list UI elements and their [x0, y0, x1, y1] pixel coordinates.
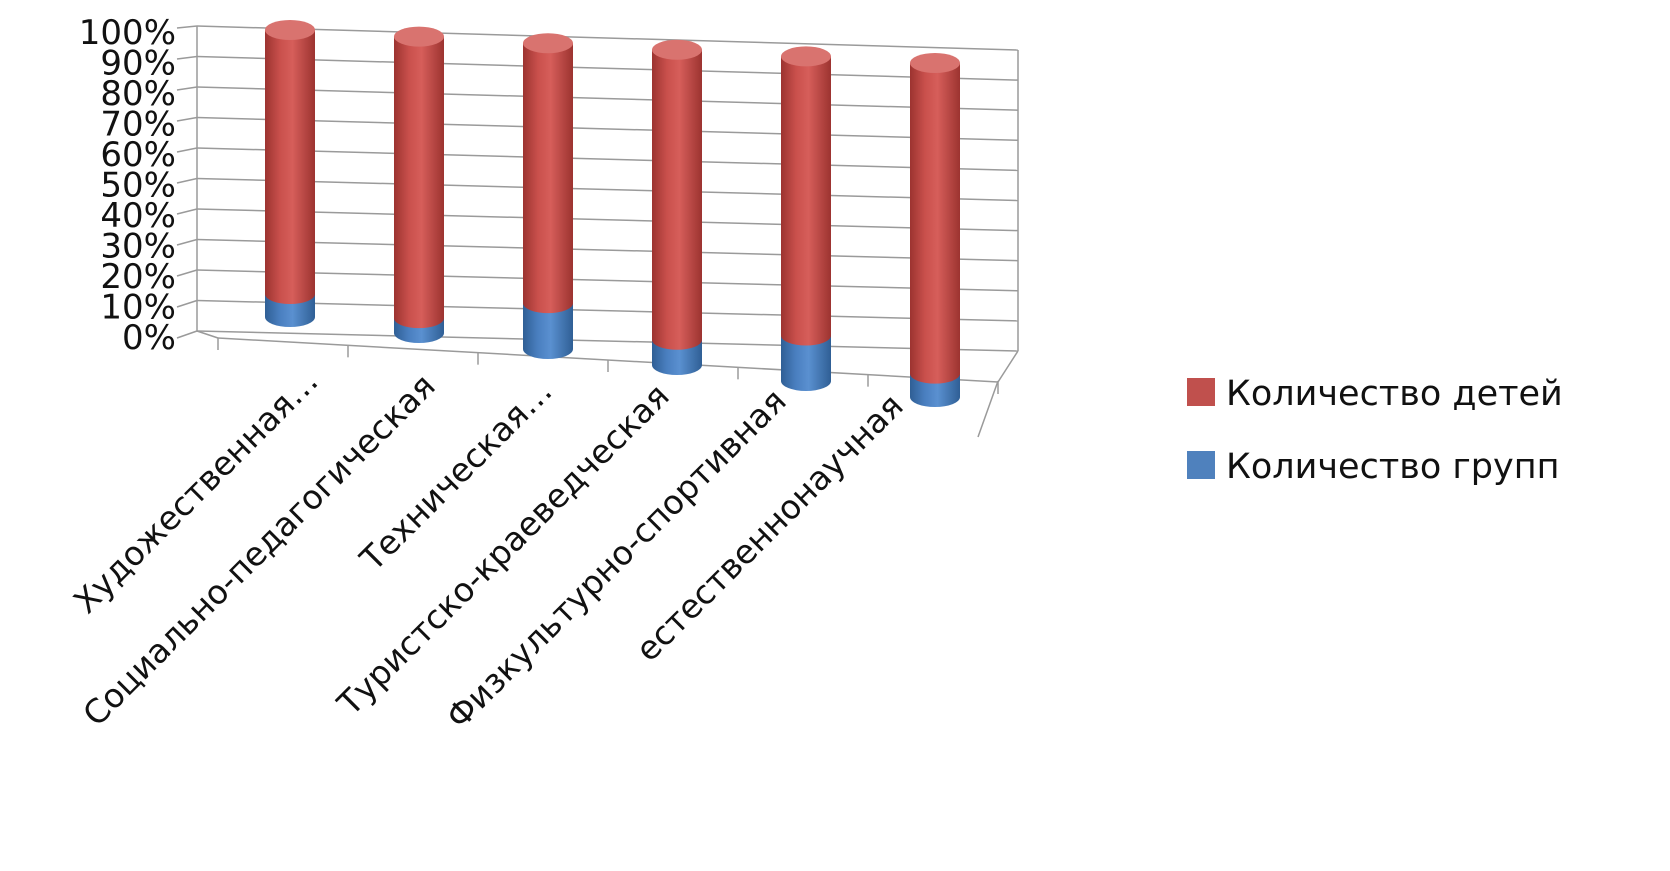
y-tick-label: 20%	[100, 257, 176, 297]
grid-layer	[176, 25, 1019, 438]
side-gridline	[176, 238, 198, 246]
side-gridline	[176, 25, 198, 29]
bar-cap	[781, 46, 831, 67]
gridline	[196, 299, 1019, 322]
gridline	[196, 116, 1019, 142]
side-gridline	[176, 55, 198, 60]
bar-group	[910, 53, 960, 407]
gridline	[196, 238, 1019, 262]
bar-segment	[394, 36, 444, 329]
side-gridline	[176, 299, 198, 308]
side-gridline	[176, 147, 198, 153]
floor-depth-edge	[977, 380, 999, 438]
bar-segment	[910, 63, 960, 384]
y-tick-label: 10%	[100, 288, 176, 328]
side-gridline	[176, 208, 198, 215]
bar-group	[394, 26, 444, 343]
y-tick-label: 50%	[100, 166, 176, 206]
y-tick-label: 70%	[100, 105, 176, 145]
bar-cap	[652, 39, 702, 60]
gridline	[196, 177, 1019, 202]
bar-cap	[394, 26, 444, 47]
side-gridline	[176, 330, 198, 339]
gridline	[196, 330, 1019, 352]
bar-group	[652, 39, 702, 375]
bar-segment	[652, 339, 702, 375]
legend: Количество детей Количество групп	[1187, 374, 1563, 487]
side-gridline	[176, 269, 198, 277]
gridline	[196, 208, 1019, 232]
y-tick-label: 0%	[122, 318, 176, 358]
side-gridline	[176, 86, 198, 91]
bar-cap	[523, 33, 573, 54]
bars-layer	[265, 20, 960, 407]
bar-cap	[265, 20, 315, 40]
bar-cap	[910, 53, 960, 73]
bar-group	[781, 46, 831, 391]
bar-group	[523, 33, 573, 359]
x-axis-labels: Художественная…Социально-педагогическаяТ…	[66, 361, 911, 736]
gridline	[196, 86, 1019, 111]
y-axis-ticks: 0%10%20%30%40%50%60%70%80%90%100%	[79, 13, 176, 358]
x-tick-label: Художественная…	[66, 361, 326, 621]
gridline	[196, 55, 1019, 81]
gridline	[196, 25, 1019, 51]
legend-swatch	[1187, 451, 1215, 479]
gridline	[196, 269, 1019, 292]
y-tick-label: 40%	[100, 196, 176, 236]
bar-segment	[265, 30, 315, 305]
legend-swatch	[1187, 378, 1215, 406]
y-tick-label: 60%	[100, 135, 176, 175]
legend-label: Количество групп	[1226, 447, 1559, 487]
side-gridline	[176, 177, 198, 184]
bar-segment	[781, 56, 831, 346]
bar-segment	[523, 43, 573, 314]
side-gridline	[176, 116, 198, 122]
y-tick-label: 80%	[100, 74, 176, 114]
bar-segment	[652, 49, 702, 350]
bar-segment	[781, 335, 831, 391]
floor-right-edge	[997, 350, 1019, 383]
y-tick-label: 90%	[100, 44, 176, 84]
floor-left-edge	[196, 330, 219, 339]
y-tick-label: 30%	[100, 227, 176, 267]
gridline	[196, 147, 1019, 172]
y-tick-label: 100%	[79, 13, 176, 53]
legend-label: Количество детей	[1226, 374, 1563, 414]
bar-group	[265, 20, 315, 327]
bar-segment	[523, 303, 573, 359]
